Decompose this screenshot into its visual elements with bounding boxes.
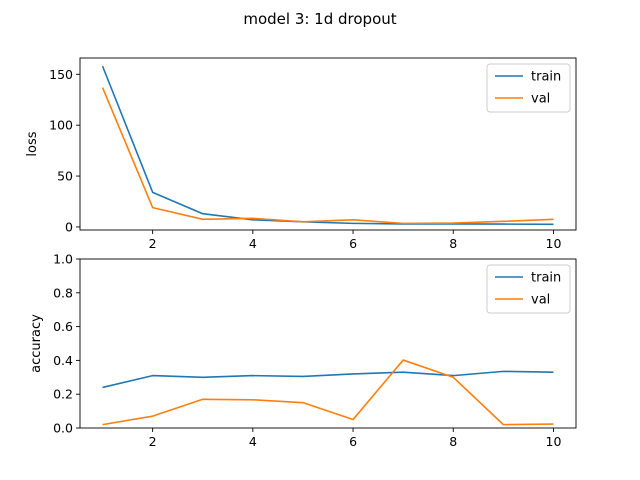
loss-series-val: [101, 87, 554, 225]
accuracy-y-tick-label: 0.4: [53, 353, 73, 368]
loss-series-train: [101, 65, 554, 226]
accuracy-axes-frame: [79, 258, 577, 429]
accuracy-y-tick-label: 1.0: [53, 252, 73, 267]
loss-legend-label-val: val: [531, 92, 550, 107]
loss-y-tick-label: 100: [49, 118, 73, 133]
accuracy-legend-label-train: train: [531, 271, 561, 286]
loss-legend-label-train: train: [531, 70, 561, 85]
accuracy-y-tick-label: 0.6: [53, 319, 73, 334]
accuracy-legend: train val: [486, 264, 571, 314]
loss-x-tick-label: 2: [149, 236, 157, 251]
loss-x-tick-label: 6: [349, 236, 357, 251]
accuracy-series-train: [102, 370, 554, 389]
accuracy-x-tick-label: 2: [149, 434, 157, 449]
accuracy-subplot: 2 4 6 8 10 0.0 0.2 0.4 0.6 0.8 1.0 accuracy train val: [29, 252, 577, 449]
accuracy-x-tick-label: 4: [249, 434, 257, 449]
loss-x-tick-label: 4: [249, 236, 257, 251]
loss-y-tick-label: 50: [57, 169, 73, 184]
accuracy-series-val: [102, 359, 554, 426]
loss-x-tick-label: 10: [546, 236, 562, 251]
loss-y-tick-label: 0: [65, 219, 73, 234]
loss-axes-frame: [79, 57, 577, 231]
accuracy-y-axis-label: accuracy: [29, 314, 44, 373]
accuracy-x-tick-label: 6: [349, 434, 357, 449]
loss-y-axis-label: loss: [25, 131, 40, 156]
accuracy-x-tick-label: 10: [546, 434, 562, 449]
figure-title: model 3: 1d dropout: [243, 10, 396, 28]
accuracy-y-tick-label: 0.8: [53, 285, 73, 300]
accuracy-y-tick-label: 0.2: [53, 387, 73, 402]
accuracy-y-tick-label: 0.0: [53, 421, 73, 436]
loss-x-tick-label: 8: [449, 236, 457, 251]
accuracy-legend-label-val: val: [531, 293, 550, 308]
loss-y-tick-label: 150: [49, 67, 73, 82]
accuracy-x-tick-label: 8: [449, 434, 457, 449]
loss-legend: train val: [486, 63, 571, 113]
